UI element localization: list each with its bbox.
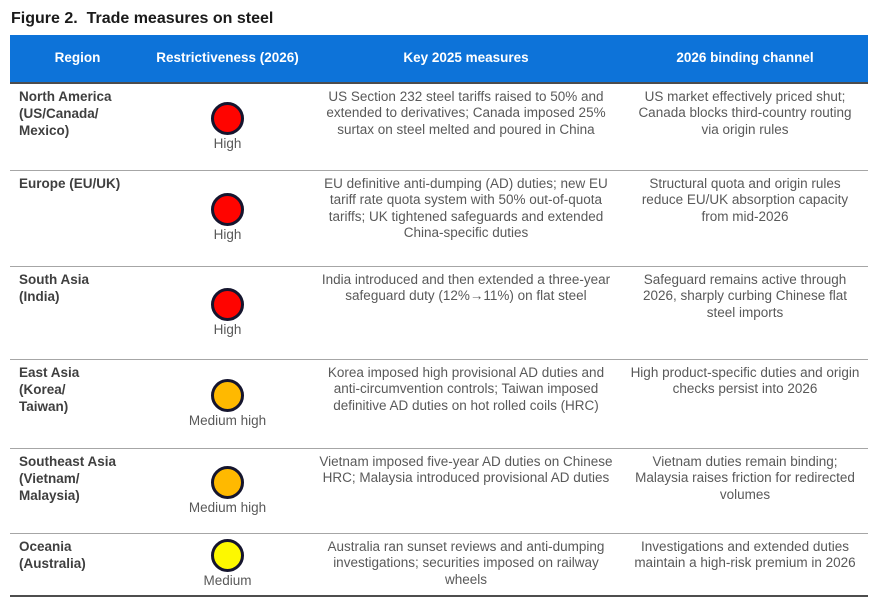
restrictiveness-indicator-icon — [210, 378, 244, 412]
restrictiveness-label: Medium — [203, 573, 252, 589]
restrictiveness-indicator-icon — [211, 287, 244, 321]
table-row: East Asia (Korea/ Taiwan) Medium high Ko… — [10, 359, 868, 449]
table-row: Europe (EU/UK) High EU definitive anti-d… — [10, 170, 868, 267]
region-cell: East Asia (Korea/ Taiwan) — [10, 359, 145, 449]
restrictiveness-cell: High — [145, 266, 310, 360]
restrictiveness-indicator-icon — [210, 465, 244, 499]
column-header-restrictiveness: Restrictiveness (2026) — [145, 35, 310, 83]
figure-title: Figure 2. Trade measures on steel — [11, 10, 274, 27]
region-cell: Europe (EU/UK) — [10, 170, 145, 267]
column-header-key-measures: Key 2025 measures — [310, 35, 622, 83]
restrictiveness-indicator-icon — [211, 193, 244, 227]
table-row: Oceania (Australia) Medium Australia ran… — [10, 533, 868, 596]
restrictiveness-label: High — [213, 321, 242, 337]
binding-channel-cell: Vietnam duties remain binding; Malaysia … — [622, 448, 868, 534]
restrictiveness-cell: High — [145, 82, 310, 171]
table-row: South Asia (India) High India introduced… — [10, 266, 868, 360]
key-measures-cell: Australia ran sunset reviews and anti-du… — [310, 533, 622, 596]
column-header-binding-channel: 2026 binding channel — [622, 35, 868, 83]
binding-channel-cell: Structural quota and origin rules reduce… — [622, 170, 868, 267]
restrictiveness-label: Medium high — [188, 499, 267, 515]
key-measures-cell: Korea imposed high provisional AD duties… — [310, 359, 622, 449]
trade-measures-table: Region Restrictiveness (2026) Key 2025 m… — [10, 35, 868, 597]
restrictiveness-label: Medium high — [188, 412, 267, 428]
region-cell: Southeast Asia (Vietnam/ Malaysia) — [10, 448, 145, 534]
region-cell: Oceania (Australia) — [10, 533, 145, 596]
restrictiveness-label: High — [213, 227, 242, 243]
restrictiveness-indicator-icon — [211, 101, 244, 135]
column-header-region: Region — [10, 35, 145, 83]
table-row: North America (US/Canada/ Mexico) High U… — [10, 82, 868, 171]
restrictiveness-cell: Medium high — [145, 448, 310, 534]
table-header-row: Region Restrictiveness (2026) Key 2025 m… — [10, 35, 868, 83]
figure-page: Figure 2. Trade measures on steel Region… — [10, 10, 868, 597]
key-measures-cell: EU definitive anti-dumping (AD) duties; … — [310, 170, 622, 267]
key-measures-cell: Vietnam imposed five-year AD duties on C… — [310, 448, 622, 534]
restrictiveness-indicator-icon — [210, 539, 244, 573]
binding-channel-cell: High product-specific duties and origin … — [622, 359, 868, 449]
restrictiveness-cell: Medium high — [145, 359, 310, 449]
region-cell: North America (US/Canada/ Mexico) — [10, 82, 145, 171]
restrictiveness-cell: High — [145, 170, 310, 267]
key-measures-cell: India introduced and then extended a thr… — [310, 266, 622, 360]
binding-channel-cell: Investigations and extended duties maint… — [622, 533, 868, 596]
table-row: Southeast Asia (Vietnam/ Malaysia) Mediu… — [10, 448, 868, 534]
key-measures-cell: US Section 232 steel tariffs raised to 5… — [310, 82, 622, 171]
restrictiveness-label: High — [213, 135, 242, 151]
restrictiveness-cell: Medium — [145, 533, 310, 596]
region-cell: South Asia (India) — [10, 266, 145, 360]
binding-channel-cell: Safeguard remains active through 2026, s… — [622, 266, 868, 360]
binding-channel-cell: US market effectively priced shut; Canad… — [622, 82, 868, 171]
